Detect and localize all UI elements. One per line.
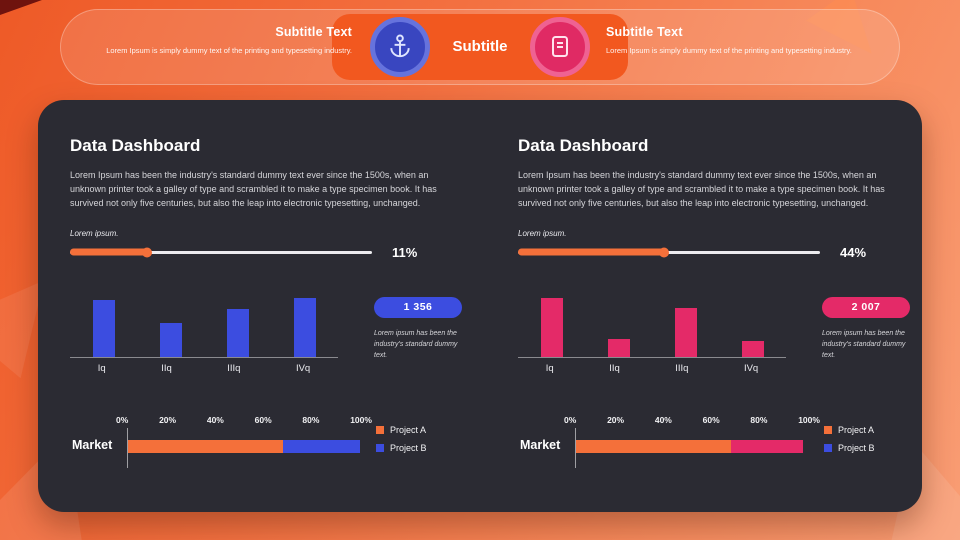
- axis-label: IIIq: [675, 362, 689, 374]
- progress-label: Lorem ipsum.: [70, 228, 119, 238]
- document-icon-badge: [530, 17, 590, 77]
- market-legend: Project A Project B: [824, 425, 875, 461]
- progress-fill: [70, 248, 149, 256]
- axis-label: IIIq: [227, 362, 241, 374]
- market-label: Market: [72, 437, 113, 452]
- anchor-icon-badge: [370, 17, 430, 77]
- stat-badge: 1 356: [374, 296, 462, 318]
- quarter-bar-IIq: [159, 322, 182, 357]
- axis-label: IIq: [609, 362, 620, 374]
- progress-bar: [70, 248, 372, 256]
- market-chart: 0% 20% 40% 60% 80% 100% Market Project: [70, 415, 462, 487]
- axis-label: IIq: [161, 362, 172, 374]
- quarter-bar-IIIq: [674, 307, 697, 357]
- progress-row: 11%: [70, 244, 462, 260]
- market-segment-project-b: [731, 439, 804, 453]
- header-right-block: Subtitle Text Lorem Ipsum is simply dumm…: [606, 25, 874, 57]
- legend-swatch-project-b: [376, 443, 384, 452]
- axis-tick: 40%: [206, 414, 224, 425]
- axis-tick: 0%: [564, 414, 577, 425]
- document-icon: [552, 36, 568, 57]
- axis-tick: 0%: [116, 414, 129, 425]
- market-segment-project-a: [128, 439, 284, 453]
- axis-tick: 60%: [702, 414, 720, 425]
- progress-fill: [518, 248, 666, 256]
- legend-item: Project A: [824, 425, 875, 435]
- axis-tick: 20%: [607, 414, 625, 425]
- axis-tick: 20%: [159, 414, 177, 425]
- progress-bar: [518, 248, 820, 256]
- market-chart: 0% 20% 40% 60% 80% 100% Market Project: [518, 415, 910, 487]
- quarterly-bar-chart: [518, 285, 786, 358]
- axis-label: IVq: [295, 362, 311, 374]
- quarter-bar-IIq: [607, 338, 630, 357]
- section-title: Data Dashboard: [518, 136, 649, 155]
- dashboard-panel: Data Dashboard Lorem Ipsum has been the …: [38, 100, 922, 512]
- axis-label: Iq: [545, 362, 554, 374]
- market-stacked-bar: [576, 439, 808, 453]
- axis-tick: 80%: [302, 414, 320, 425]
- dashboard-section-left: Data Dashboard Lorem Ipsum has been the …: [70, 136, 462, 487]
- axis-label: IVq: [743, 362, 759, 374]
- header-title: Subtitle: [452, 38, 508, 55]
- progress-value: 11%: [392, 244, 418, 260]
- header-left-block: Subtitle Text Lorem Ipsum is simply dumm…: [90, 25, 352, 57]
- subtitle-left-text: Lorem Ipsum is simply dummy text of the …: [106, 46, 352, 55]
- market-axis-ticks: 0% 20% 40% 60% 80% 100%: [564, 415, 820, 425]
- section-title: Data Dashboard: [70, 136, 201, 155]
- legend-label: Project B: [838, 442, 875, 453]
- quarter-bar-IVq: [741, 340, 764, 357]
- legend-swatch-project-a: [824, 425, 832, 434]
- market-legend: Project A Project B: [376, 425, 427, 461]
- quarterly-axis-labels: Iq IIq IIIq IVq: [518, 363, 786, 374]
- progress-row: 44%: [518, 244, 910, 260]
- stat-badge-note: Lorem ipsum has been the industry's stan…: [374, 329, 458, 360]
- axis-label: Iq: [97, 362, 106, 374]
- header-banner: Subtitle Text Lorem Ipsum is simply dumm…: [60, 9, 900, 85]
- legend-label: Project A: [390, 424, 427, 435]
- anchor-icon: [390, 34, 410, 58]
- progress-label: Lorem ipsum.: [518, 228, 567, 238]
- section-body: Lorem Ipsum has been the industry's stan…: [70, 170, 437, 208]
- progress-value: 44%: [840, 244, 867, 260]
- axis-tick: 60%: [254, 414, 272, 425]
- axis-tick: 100%: [798, 414, 820, 425]
- section-body: Lorem Ipsum has been the industry's stan…: [518, 170, 885, 208]
- quarter-bar-Iq: [92, 299, 115, 357]
- stat-callout: 2 007 Lorem ipsum has been the industry'…: [822, 296, 910, 362]
- axis-tick: 40%: [654, 414, 672, 425]
- legend-swatch-project-a: [376, 425, 384, 434]
- quarterly-bar-chart: [70, 285, 338, 358]
- legend-item: Project B: [376, 443, 427, 453]
- quarterly-chart-row: Iq IIq IIIq IVq 2 007 Lorem ipsum has be…: [518, 285, 910, 379]
- market-segment-project-b: [283, 439, 360, 453]
- subtitle-left-title: Subtitle Text: [275, 25, 352, 39]
- legend-item: Project A: [376, 425, 427, 435]
- market-label: Market: [520, 437, 561, 452]
- market-segment-project-a: [576, 439, 732, 453]
- legend-swatch-project-b: [824, 443, 832, 452]
- subtitle-right-title: Subtitle Text: [606, 25, 683, 39]
- stat-badge-note: Lorem ipsum has been the industry's stan…: [822, 329, 906, 360]
- dashboard-section-right: Data Dashboard Lorem Ipsum has been the …: [518, 136, 910, 487]
- stat-callout: 1 356 Lorem ipsum has been the industry'…: [374, 296, 462, 362]
- quarter-bar-Iq: [540, 297, 563, 357]
- quarterly-chart-row: Iq IIq IIIq IVq 1 356 Lorem ipsum has be…: [70, 285, 462, 379]
- market-axis-line: [575, 427, 576, 468]
- axis-tick: 80%: [750, 414, 768, 425]
- legend-item: Project B: [824, 443, 875, 453]
- decorative-triangle-top-left: [0, 0, 42, 15]
- legend-label: Project B: [390, 442, 427, 453]
- axis-tick: 100%: [350, 414, 372, 425]
- stat-badge: 2 007: [822, 296, 910, 318]
- subtitle-right-text: Lorem Ipsum is simply dummy text of the …: [606, 46, 852, 55]
- quarter-bar-IIIq: [226, 308, 249, 357]
- market-axis-line: [127, 427, 128, 468]
- quarter-bar-IVq: [293, 297, 316, 357]
- legend-label: Project A: [838, 424, 875, 435]
- market-axis-ticks: 0% 20% 40% 60% 80% 100%: [116, 415, 372, 425]
- market-stacked-bar: [128, 439, 360, 453]
- quarterly-axis-labels: Iq IIq IIIq IVq: [70, 363, 338, 374]
